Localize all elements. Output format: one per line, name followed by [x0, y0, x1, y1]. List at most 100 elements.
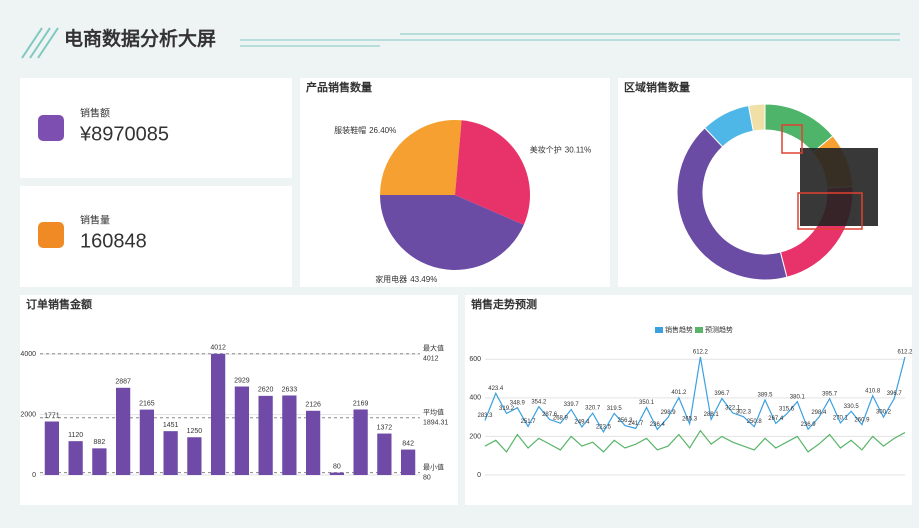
bar-label: 2887 [115, 379, 131, 386]
legend-swatch [695, 327, 703, 333]
header-decoration [21, 27, 900, 59]
point-label: 268.9 [553, 416, 569, 422]
point-label: 612.2 [693, 350, 709, 356]
y-tick-label: 4000 [20, 351, 36, 358]
page-title: 电商数据分析大屏 [64, 27, 216, 50]
point-label: 410.8 [865, 388, 881, 394]
icon [38, 222, 64, 248]
point-label: 260.9 [854, 417, 870, 423]
bar [163, 431, 178, 475]
y-tick-label: 0 [32, 472, 36, 479]
point-label: 354.2 [531, 399, 547, 405]
y-tick-label: 600 [469, 356, 481, 363]
card-label: 销售额 [80, 107, 110, 120]
point-label: 288.1 [704, 412, 720, 418]
point-label: 298.9 [661, 410, 677, 416]
slice-value: 26.40% [369, 126, 396, 135]
card [20, 186, 292, 287]
legend-label: 预测趋势 [705, 325, 733, 334]
point-label: 389.5 [757, 392, 773, 398]
slice-label: 服装鞋帽 26.40% [334, 125, 396, 135]
bar [116, 387, 131, 475]
line-series [484, 429, 906, 453]
bar-label: 1372 [377, 424, 393, 431]
point-label: 401.2 [671, 390, 687, 396]
point-label: 319.2 [499, 406, 515, 412]
pie-slice [380, 119, 462, 195]
mark-line-value: 4012 [423, 356, 439, 363]
point-label: 302.3 [736, 409, 752, 415]
bar [329, 472, 344, 475]
donut-segment [747, 103, 766, 132]
bar [377, 433, 392, 475]
point-label: 315.6 [779, 407, 795, 413]
slice-name: 服装鞋帽 [334, 125, 366, 135]
point-label: 223.5 [596, 424, 612, 430]
card-label: 销售量 [80, 214, 110, 227]
bar-label: 1250 [187, 428, 203, 435]
slice-value: 43.49% [410, 275, 437, 284]
point-label: 300.2 [876, 410, 892, 416]
bar-label: 4012 [210, 345, 226, 352]
point-label: 251.7 [521, 419, 537, 425]
mark-line-value: 80 [423, 474, 431, 481]
point-label: 320.7 [585, 406, 601, 412]
panel-title: 销售走势预测 [471, 297, 537, 311]
pie-slice [455, 120, 530, 225]
mark-line-value: 1894.31 [423, 420, 448, 427]
point-label: 265.3 [682, 416, 698, 422]
bar-label: 882 [94, 439, 106, 446]
bar [353, 409, 368, 475]
donut-segment [676, 127, 788, 281]
bar-label: 1451 [163, 422, 179, 429]
point-label: 298.4 [811, 410, 827, 416]
card [20, 78, 292, 178]
point-label: 249.4 [574, 419, 590, 425]
y-tick-label: 0 [477, 472, 481, 479]
point-label: 348.9 [510, 400, 526, 406]
slice-value: 30.11% [565, 146, 592, 155]
point-label: 267.4 [768, 416, 784, 422]
bar [44, 421, 59, 475]
bar [306, 410, 321, 475]
card-value: ¥8970085 [79, 123, 169, 145]
slice-label: 家用电器 43.49% [375, 274, 437, 284]
point-label: 322.1 [725, 405, 741, 411]
point-label: 395.7 [822, 391, 838, 397]
point-label: 270.1 [833, 415, 849, 421]
panel [465, 295, 912, 505]
bar-label: 842 [402, 440, 414, 447]
y-tick-label: 200 [469, 433, 481, 440]
y-tick-label: 2000 [20, 411, 36, 418]
bar-label: 1120 [68, 432, 83, 439]
point-label: 339.7 [564, 402, 580, 408]
point-label: 396.7 [714, 391, 730, 397]
point-label: 423.4 [488, 386, 504, 392]
point-label: 380.1 [790, 394, 806, 400]
bar-label: 2633 [282, 386, 298, 393]
point-label: 612.2 [897, 350, 913, 356]
point-label: 396.7 [887, 391, 903, 397]
mark-line-name: 最小值 [423, 462, 444, 471]
bar-label: 2165 [139, 400, 155, 407]
line-series [484, 356, 906, 434]
bar-label: 2620 [258, 387, 274, 394]
y-tick-label: 400 [469, 395, 481, 402]
slice-label: 美妆个护 30.11% [530, 145, 592, 155]
point-label: 236.9 [801, 422, 817, 428]
bar-label: 1771 [44, 412, 60, 419]
slice-name: 家用电器 [375, 274, 407, 284]
bar-label: 2929 [234, 377, 250, 384]
context-menu[interactable] [781, 124, 878, 230]
icon [38, 115, 64, 141]
legend-label: 销售趋势 [665, 325, 693, 334]
point-label: 256.3 [617, 418, 633, 424]
bar [68, 441, 83, 475]
bar [187, 437, 202, 475]
panel-title: 区域销售数量 [624, 80, 690, 94]
bar [234, 386, 249, 475]
bar-label: 2169 [353, 400, 369, 407]
panel-title: 产品销售数量 [306, 80, 372, 94]
point-label: 350.1 [639, 400, 655, 406]
